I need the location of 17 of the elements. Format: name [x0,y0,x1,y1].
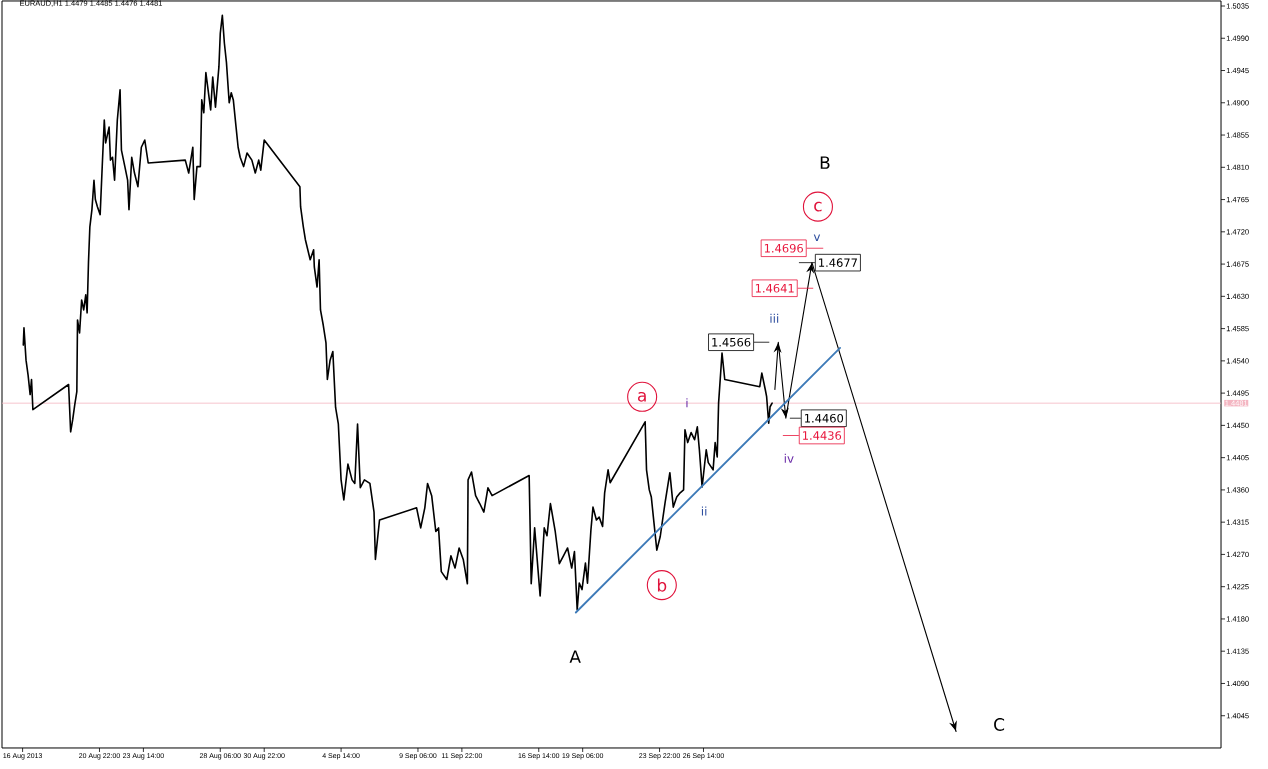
annotation: a [637,391,646,402]
annotation: C [994,718,1005,731]
annotation: ii [701,506,707,516]
annotation: 1.4566 [712,337,751,347]
annotation: 1.4436 [803,431,842,440]
annotation: 1.4677 [819,258,857,267]
annotation: i [686,398,688,408]
annotation: B [820,156,830,169]
annotation: iv [784,453,794,463]
annotation: 1.4460 [805,413,844,423]
annotation: 1.4641 [755,283,794,293]
annotation: b [657,578,667,592]
annotation: iii [770,313,779,323]
annotation: v [813,234,821,241]
annotation: A [569,650,581,663]
annotation: 1.4696 [764,243,803,253]
annotation: c [814,201,822,212]
